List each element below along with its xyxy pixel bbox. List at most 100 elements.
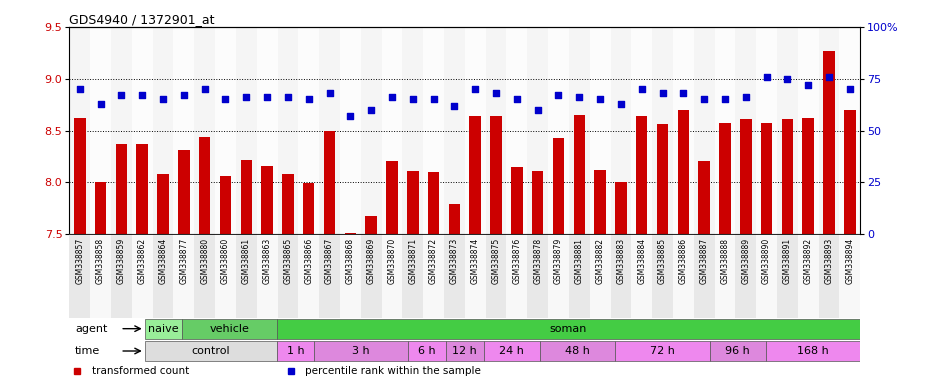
Bar — [610, 234, 631, 318]
Point — [260, 94, 275, 101]
Text: naive: naive — [148, 324, 179, 334]
Text: control: control — [191, 346, 230, 356]
Bar — [574, 115, 585, 234]
Text: GSM338864: GSM338864 — [158, 238, 167, 284]
Bar — [840, 27, 860, 234]
Bar — [595, 170, 606, 234]
Text: GSM338876: GSM338876 — [512, 238, 522, 284]
Bar — [319, 27, 340, 234]
Point — [114, 92, 129, 98]
Bar — [652, 234, 673, 318]
Bar — [361, 234, 382, 318]
Bar — [153, 27, 174, 234]
Point — [676, 90, 691, 96]
Text: GSM338869: GSM338869 — [366, 238, 376, 284]
Point — [177, 92, 191, 98]
Bar — [278, 234, 298, 318]
Bar — [137, 144, 148, 234]
Text: GSM338872: GSM338872 — [429, 238, 438, 284]
Bar — [757, 27, 777, 234]
Point — [718, 96, 733, 103]
Text: GSM338873: GSM338873 — [450, 238, 459, 284]
Bar — [91, 27, 111, 234]
Text: GSM338893: GSM338893 — [824, 238, 833, 284]
Bar — [424, 27, 444, 234]
Point — [72, 86, 87, 92]
Point — [322, 90, 337, 96]
Point — [635, 86, 649, 92]
Bar — [766, 341, 860, 361]
Bar — [845, 110, 856, 234]
Point — [405, 96, 420, 103]
Text: GSM338875: GSM338875 — [491, 238, 500, 284]
Bar — [95, 182, 106, 234]
Bar — [631, 234, 652, 318]
Text: GSM338886: GSM338886 — [679, 238, 688, 284]
Bar — [215, 234, 236, 318]
Bar — [465, 27, 486, 234]
Text: GSM338887: GSM338887 — [699, 238, 709, 284]
Text: GSM338858: GSM338858 — [96, 238, 105, 284]
Point — [780, 76, 795, 82]
Text: 6 h: 6 h — [418, 346, 436, 356]
Bar — [569, 27, 590, 234]
Bar — [236, 234, 257, 318]
Bar — [636, 116, 648, 234]
Text: GSM338894: GSM338894 — [845, 238, 855, 284]
Text: GSM338880: GSM338880 — [200, 238, 209, 284]
Bar — [532, 171, 543, 234]
Bar — [823, 51, 834, 234]
Bar — [446, 341, 484, 361]
Bar — [387, 161, 398, 234]
Text: GSM338871: GSM338871 — [408, 238, 417, 284]
Bar — [365, 215, 376, 234]
Bar — [512, 167, 523, 234]
Bar — [402, 234, 424, 318]
Bar — [361, 27, 382, 234]
Bar — [240, 160, 252, 234]
Text: GSM338888: GSM338888 — [721, 238, 730, 283]
Text: GSM338891: GSM338891 — [783, 238, 792, 284]
Bar — [698, 161, 709, 234]
Text: 168 h: 168 h — [797, 346, 829, 356]
Bar — [194, 234, 215, 318]
Text: GSM338881: GSM338881 — [574, 238, 584, 283]
Bar — [428, 172, 439, 234]
Bar — [319, 234, 340, 318]
Bar — [74, 118, 85, 234]
Bar — [282, 174, 293, 234]
Bar — [257, 27, 278, 234]
Text: 48 h: 48 h — [565, 346, 590, 356]
Text: GSM338862: GSM338862 — [138, 238, 147, 284]
Bar — [631, 27, 652, 234]
Bar — [277, 341, 314, 361]
Bar — [486, 234, 507, 318]
Bar — [132, 234, 153, 318]
Bar — [590, 234, 610, 318]
Bar — [486, 27, 507, 234]
Bar — [257, 234, 278, 318]
Bar — [278, 27, 298, 234]
Bar — [157, 174, 168, 234]
Bar — [324, 131, 335, 234]
Text: 3 h: 3 h — [352, 346, 370, 356]
Bar — [803, 118, 814, 234]
Text: GSM338867: GSM338867 — [325, 238, 334, 284]
Bar — [236, 27, 257, 234]
Text: GSM338884: GSM338884 — [637, 238, 647, 284]
Point — [364, 107, 378, 113]
Bar — [408, 341, 446, 361]
Bar — [402, 27, 424, 234]
Text: GSM338878: GSM338878 — [533, 238, 542, 284]
Bar — [819, 234, 840, 318]
Bar — [694, 234, 714, 318]
Bar — [569, 234, 590, 318]
Bar — [540, 341, 615, 361]
Point — [239, 94, 253, 101]
Bar — [673, 27, 694, 234]
Bar — [714, 27, 735, 234]
Text: soman: soman — [549, 324, 587, 334]
Text: 1 h: 1 h — [287, 346, 304, 356]
Bar — [153, 234, 174, 318]
Bar — [314, 341, 408, 361]
